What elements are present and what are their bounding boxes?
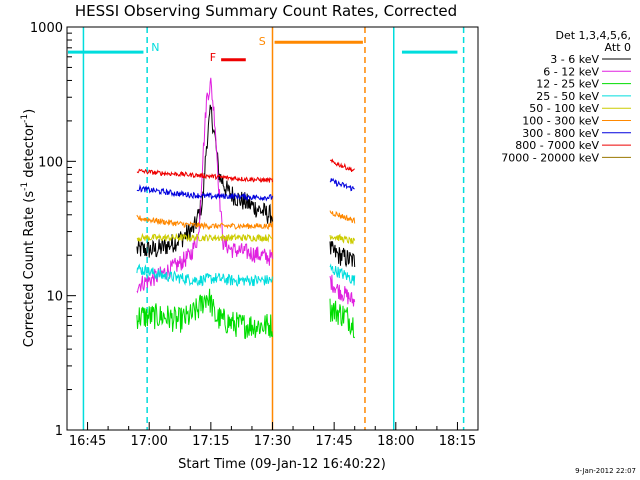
y-tick-label-1: 10	[46, 290, 63, 305]
legend-label-2: 12 - 25 keV	[536, 78, 599, 91]
x-axis-label: Start Time (09-Jan-12 16:40:22)	[178, 457, 386, 472]
series-line-0-b	[329, 241, 356, 268]
x-tick-label-1: 17:00	[130, 434, 167, 449]
series-line-3-a	[136, 263, 273, 287]
night-label: N	[151, 41, 159, 54]
y-axis-label-sup1: -1	[20, 182, 30, 191]
y-axis-label-end: )	[22, 109, 37, 114]
y-axis-label-mid: detector	[22, 122, 37, 182]
footer-date: 9-Jan-2012 22:07	[575, 467, 636, 475]
x-tick-label-4: 17:45	[315, 434, 352, 449]
y-axis-label-sup2: -1	[20, 114, 30, 123]
x-tick-label-5: 18:00	[377, 434, 414, 449]
series-line-6-a	[136, 184, 273, 202]
x-tick-label-0: 16:45	[69, 434, 106, 449]
legend-label-4: 50 - 100 keV	[529, 102, 599, 115]
series-line-3-b	[329, 263, 356, 286]
series-lines	[136, 77, 356, 340]
y-tick-label-3: 1000	[30, 21, 63, 36]
legend-header-line1: Det 1,3,4,5,6,	[555, 29, 631, 42]
series-line-2-b	[329, 298, 356, 339]
legend-label-1: 6 - 12 keV	[543, 65, 599, 78]
series-line-6-b	[329, 177, 355, 192]
series-line-5-a	[136, 214, 273, 231]
observing-markers: N S F	[68, 27, 465, 430]
saa-label: S	[259, 35, 266, 48]
y-axis-label: Corrected Count Rate (s-1 detector-1)	[20, 109, 37, 347]
series-line-1-b	[329, 274, 356, 307]
y-axis-label-main: Corrected Count Rate (s	[22, 191, 37, 348]
flare-label: F	[210, 51, 216, 64]
series-line-4-b	[329, 233, 356, 245]
x-tick-label-3: 17:30	[254, 434, 291, 449]
legend-header-line2: Att 0	[605, 41, 631, 54]
y-tick-label-2: 100	[38, 155, 63, 170]
legend-label-5: 100 - 300 keV	[522, 115, 599, 128]
series-line-5-b	[329, 210, 356, 224]
legend-label-6: 300 - 800 keV	[522, 127, 599, 140]
series-line-7-a	[136, 168, 273, 183]
chart-title: HESSI Observing Summary Count Rates, Cor…	[75, 2, 457, 20]
legend-label-8: 7000 - 20000 keV	[501, 151, 599, 164]
series-line-4-a	[136, 232, 273, 243]
series-line-7-b	[329, 158, 355, 173]
legend-label-7: 800 - 7000 keV	[515, 139, 599, 152]
legend-label-3: 25 - 50 keV	[536, 90, 599, 103]
y-axis: 1 10 100 1000	[30, 21, 76, 439]
series-line-2-a	[136, 288, 273, 340]
y-tick-label-0: 1	[55, 424, 63, 439]
x-axis: 16:45 17:00 17:15 17:30 17:45 18:00 18:15	[66, 422, 479, 449]
x-tick-label-2: 17:15	[192, 434, 229, 449]
x-tick-label-6: 18:15	[439, 434, 476, 449]
legend-label-0: 3 - 6 keV	[550, 53, 599, 66]
